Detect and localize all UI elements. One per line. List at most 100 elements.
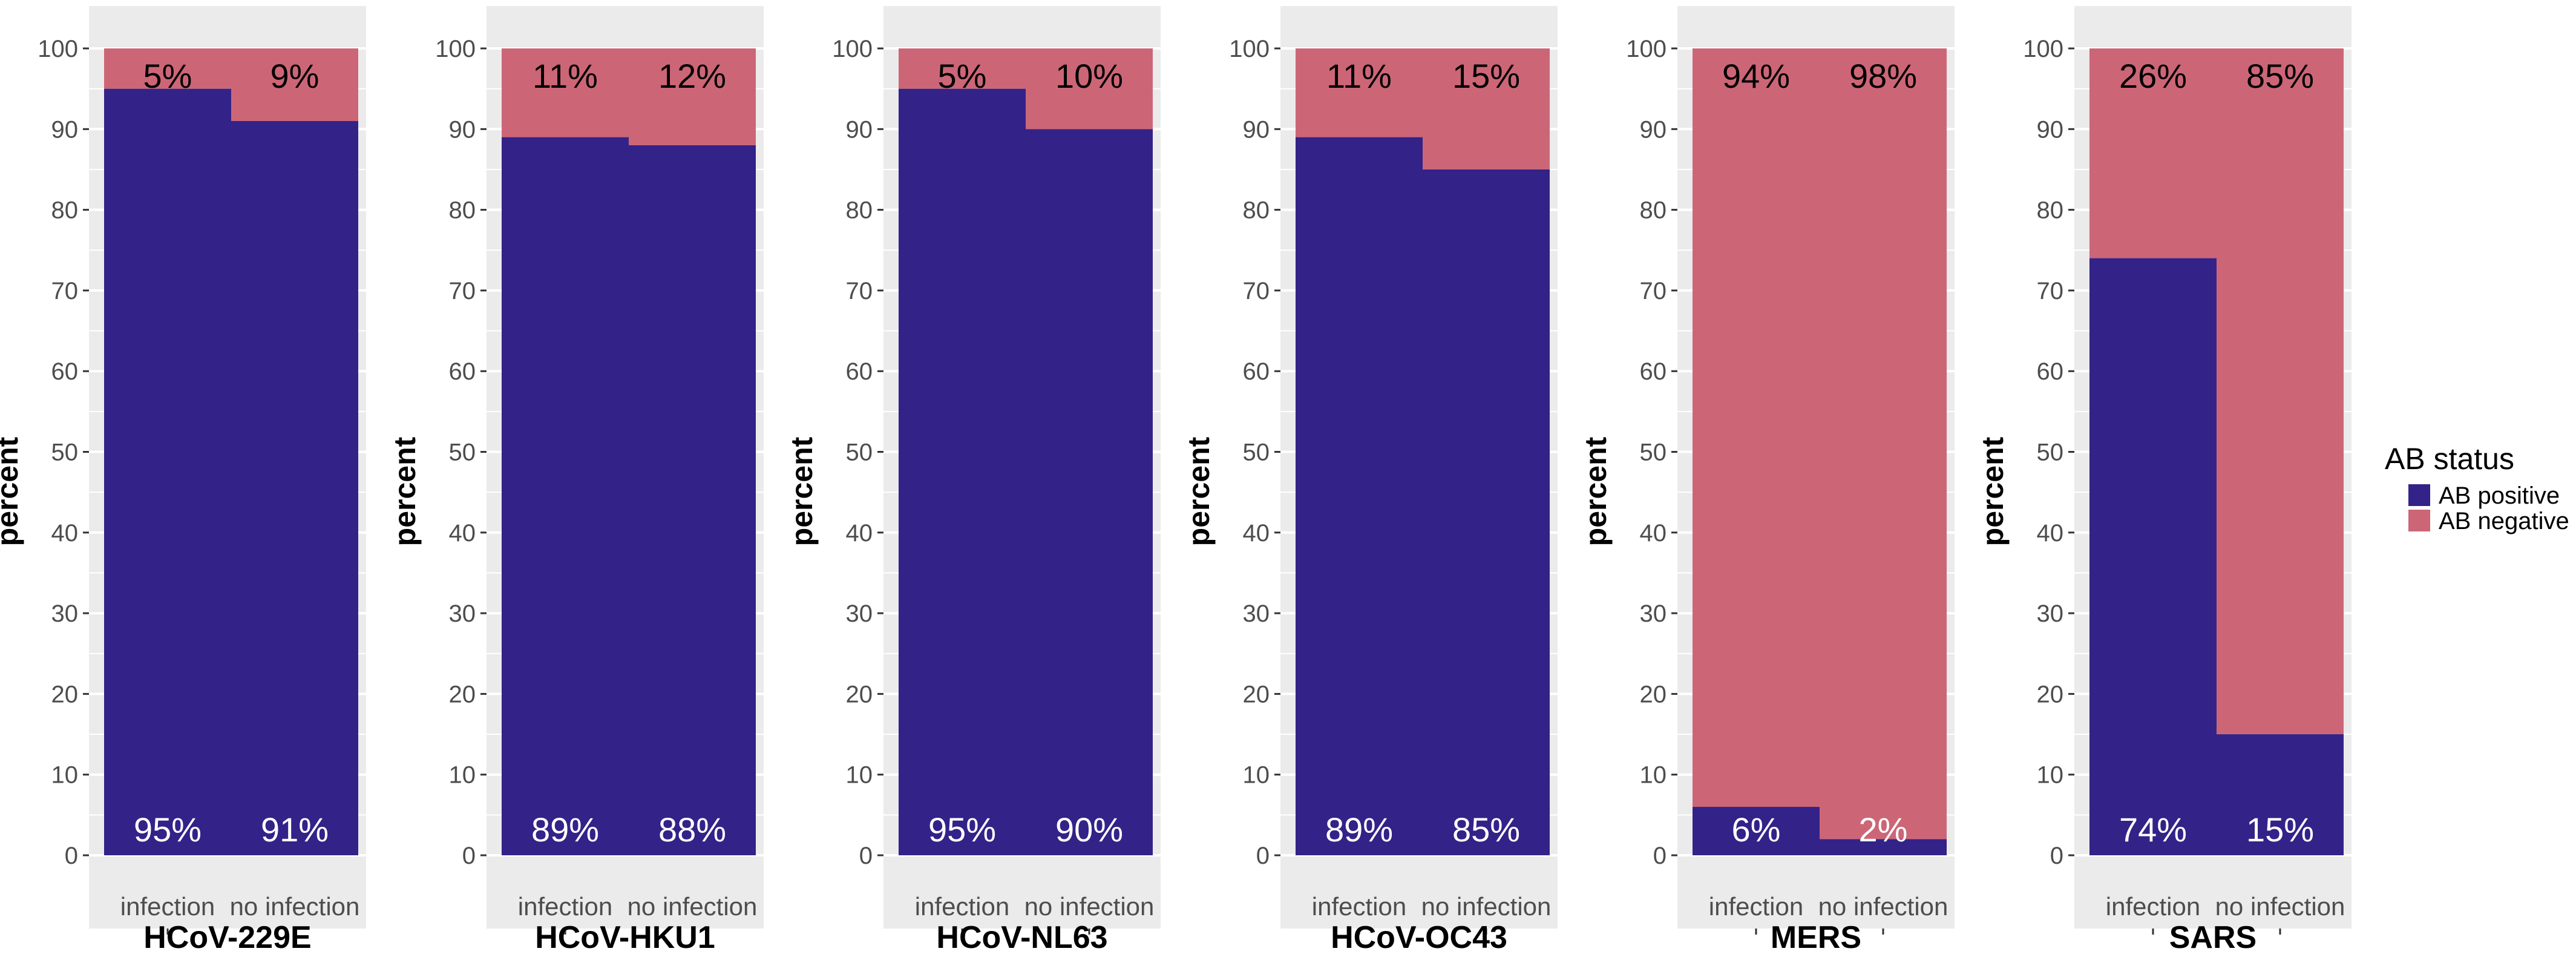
y-tick-label: 50 [51, 439, 79, 466]
y-tick-label: 50 [449, 439, 476, 466]
legend: AB status AB positive AB negative [2385, 442, 2569, 534]
legend-swatch-ab-positive [2408, 484, 2430, 506]
y-tick-label: 30 [2037, 600, 2064, 627]
bar-segment-ab-negative [629, 48, 756, 145]
y-tick-label: 20 [1243, 681, 1270, 708]
y-tick-label: 80 [2037, 197, 2064, 224]
panel-title: HCoV-NL63 [936, 920, 1107, 955]
y-tick-label: 10 [846, 762, 873, 789]
y-tick-label: 70 [1243, 278, 1270, 304]
bar-segment-ab-positive [1026, 129, 1153, 855]
y-tick-label: 10 [1243, 762, 1270, 789]
x-tick-label: no infection [2215, 892, 2345, 921]
y-tick-label: 80 [1640, 197, 1667, 224]
y-tick-label: 40 [1640, 520, 1667, 547]
y-tick-label: 20 [846, 681, 873, 708]
legend-title: AB status [2385, 442, 2514, 476]
y-axis-label: percent [1976, 436, 2010, 546]
bar-segment-ab-negative [104, 48, 231, 89]
y-tick-label: 60 [846, 358, 873, 385]
y-tick-label: 30 [51, 600, 79, 627]
bar-segment-ab-positive [899, 88, 1026, 855]
x-tick-label: no infection [230, 892, 360, 921]
data-label-ab-positive: 6% [1732, 810, 1781, 849]
panel-hcov-hku1: 0 10 20 30 40 50 60 70 80 90 100 percent 11% 89% infec… [388, 6, 764, 955]
y-tick-label: 60 [1640, 358, 1667, 385]
y-tick-label: 100 [832, 36, 873, 62]
panel-title: HCoV-229E [143, 920, 311, 955]
y-tick-label: 60 [2037, 358, 2064, 385]
panel-title: SARS [2169, 920, 2256, 955]
data-label-ab-positive: 89% [1325, 810, 1393, 849]
data-label-ab-positive: 89% [531, 810, 599, 849]
y-tick-label: 30 [1640, 600, 1667, 627]
panel-mers: 0 10 20 30 40 50 60 70 80 90 100 percent 94% 6% infect… [1579, 6, 1955, 955]
bar-segment-ab-positive [1296, 137, 1423, 855]
bar-segment-ab-negative [1026, 48, 1153, 130]
y-tick-label: 80 [51, 197, 79, 224]
y-tick-label: 60 [449, 358, 476, 385]
x-tick-label: infection [1312, 892, 1406, 921]
x-tick-label: no infection [628, 892, 758, 921]
data-label-ab-negative: 98% [1849, 57, 1917, 95]
y-tick-label: 90 [1640, 116, 1667, 143]
y-axis-label: percent [785, 436, 819, 546]
panel-title: HCoV-HKU1 [535, 920, 715, 955]
bar-segment-ab-positive [104, 88, 231, 855]
bar-segment-ab-positive [231, 120, 358, 856]
x-tick-label: infection [120, 892, 215, 921]
y-axis-label: percent [0, 436, 24, 546]
bar-segment-ab-negative [1423, 48, 1550, 169]
y-tick-label: 40 [51, 520, 79, 547]
data-label-ab-positive: 95% [928, 810, 996, 849]
bar-segment-ab-positive [1820, 839, 1947, 855]
bar-segment-ab-negative [899, 48, 1026, 89]
data-label-ab-negative: 94% [1722, 57, 1790, 95]
x-tick-label: infection [1709, 892, 1803, 921]
x-tick-label: infection [2106, 892, 2200, 921]
y-tick-label: 10 [2037, 762, 2064, 789]
data-label-ab-negative: 15% [1452, 57, 1520, 95]
y-tick-label: 40 [1243, 520, 1270, 547]
data-label-ab-positive: 74% [2119, 810, 2187, 849]
chart-panels: 0102030405060708090100percent5%95%infect… [0, 6, 2352, 955]
data-label-ab-negative: 9% [270, 57, 320, 95]
y-tick-label: 70 [51, 278, 79, 304]
y-tick-label: 70 [2037, 278, 2064, 304]
y-tick-label: 90 [51, 116, 79, 143]
y-tick-label: 90 [449, 116, 476, 143]
bar-segment-ab-negative [2089, 48, 2217, 258]
data-label-ab-negative: 5% [143, 57, 192, 95]
y-tick-label: 50 [1243, 439, 1270, 466]
y-tick-label: 70 [449, 278, 476, 304]
bar-segment-ab-positive [629, 145, 756, 856]
y-tick-label: 30 [846, 600, 873, 627]
y-tick-label: 40 [2037, 520, 2064, 547]
bar-segment-ab-negative [502, 48, 629, 137]
y-tick-label: 10 [1640, 762, 1667, 789]
panel-title: MERS [1771, 920, 1861, 955]
y-tick-label: 60 [1243, 358, 1270, 385]
bar-segment-ab-positive [2089, 258, 2217, 856]
bar-segment-ab-positive [1423, 169, 1550, 856]
panel-hcov-oc43: 0 10 20 30 40 50 60 70 80 90 100 percent 11% 89% infec… [1182, 6, 1558, 955]
y-tick-label: 80 [449, 197, 476, 224]
x-tick-label: no infection [1024, 892, 1155, 921]
data-label-ab-positive: 85% [1452, 810, 1520, 849]
y-tick-label: 30 [449, 600, 476, 627]
data-label-ab-negative: 10% [1055, 57, 1123, 95]
data-label-ab-negative: 12% [658, 57, 726, 95]
y-tick-label: 10 [449, 762, 476, 789]
data-label-ab-positive: 2% [1859, 810, 1908, 849]
legend-label-ab-negative: AB negative [2439, 508, 2569, 534]
y-tick-label: 100 [38, 36, 78, 62]
y-axis-label: percent [1579, 436, 1613, 546]
y-tick-label: 0 [2050, 843, 2063, 869]
y-tick-label: 100 [1229, 36, 1270, 62]
panel-title: HCoV-OC43 [1331, 920, 1507, 955]
data-label-ab-negative: 11% [1326, 57, 1392, 95]
data-label-ab-positive: 90% [1055, 810, 1123, 849]
y-tick-label: 0 [462, 843, 476, 869]
data-label-ab-negative: 5% [938, 57, 987, 95]
